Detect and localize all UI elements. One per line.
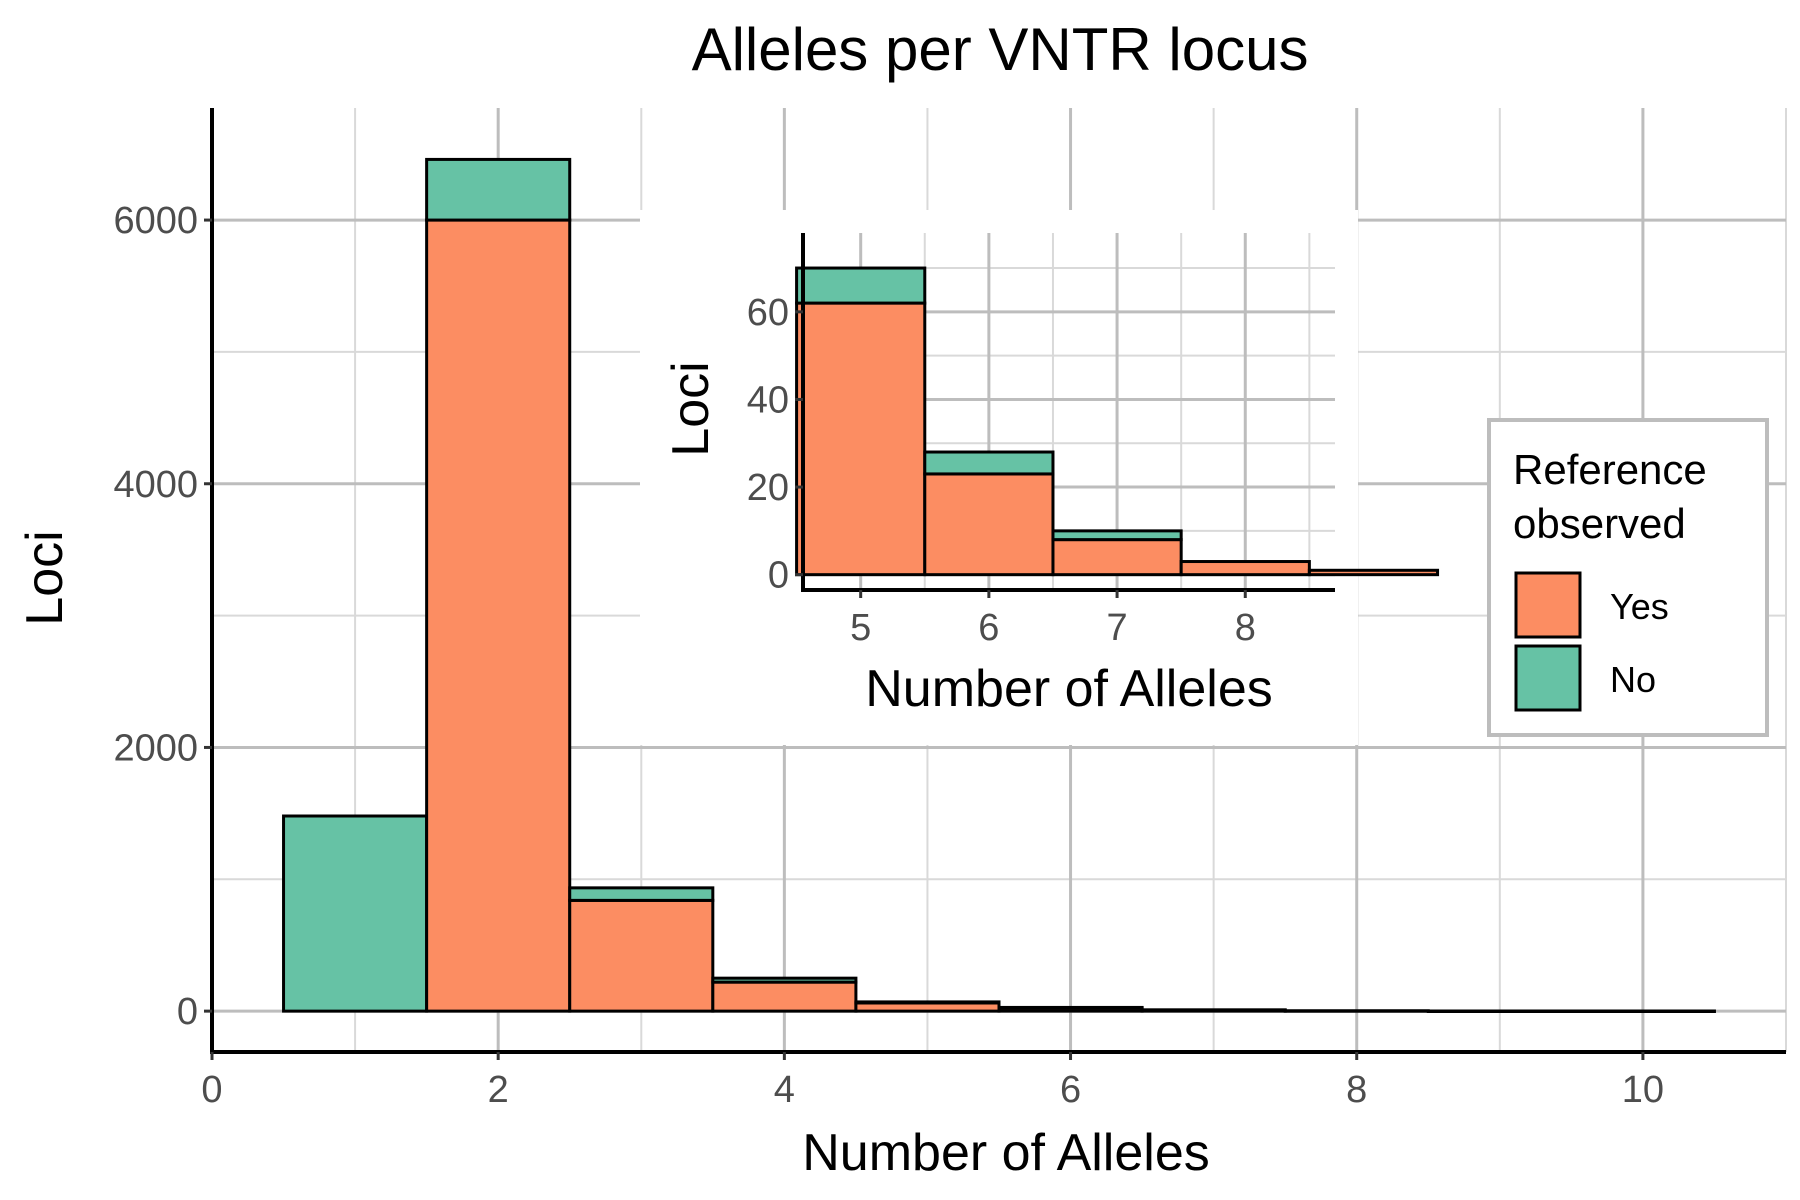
main-y-tick-label: 4000 <box>113 464 198 506</box>
inset-x-tick-label: 7 <box>1107 607 1128 649</box>
legend-title-line1: Reference <box>1513 446 1707 493</box>
main-bar-no-x5 <box>854 1000 1001 1005</box>
main-bar-yes-x3 <box>568 898 715 1013</box>
inset-y-tick-label: 0 <box>768 555 789 597</box>
inset-bar-yes-x7 <box>1051 538 1183 577</box>
inset-x-tick-label: 5 <box>850 607 871 649</box>
main-x-tick-label: 6 <box>1060 1069 1081 1111</box>
main-bars <box>282 157 1716 1013</box>
inset-bar-yes-x5 <box>795 301 927 577</box>
chart-title: Alleles per VNTR locus <box>692 16 1309 83</box>
inset-y-axis-title: Loci <box>662 361 720 456</box>
legend-label-no: No <box>1610 659 1656 700</box>
main-y-tick-label: 2000 <box>113 727 198 769</box>
main-bar-no-x3 <box>568 886 715 902</box>
main-x-tick-label: 4 <box>774 1069 795 1111</box>
inset-bars <box>795 266 1440 577</box>
inset-x-axis-title: Number of Alleles <box>865 660 1273 718</box>
legend-label-yes: Yes <box>1610 586 1669 627</box>
inset-axes: 5 6 7 8 0 20 40 60 <box>747 233 1335 649</box>
main-bar-yes-x8 <box>1283 1009 1430 1013</box>
main-axes: 0 2 4 6 8 10 0 2000 4000 6000 <box>113 108 1786 1111</box>
inset-bar-no-x7 <box>1051 529 1183 542</box>
main-y-axis-title: Loci <box>16 530 74 625</box>
main-bar-yes-x9 <box>1426 1009 1573 1013</box>
main-bar-no-x2 <box>425 157 572 222</box>
main-bar-no-x6 <box>997 1005 1144 1010</box>
main-x-tick-label: 10 <box>1622 1069 1664 1111</box>
legend: Reference observed Yes No <box>1487 418 1769 737</box>
inset-bar-no-x6 <box>923 450 1055 476</box>
inset-bar-no-x5 <box>795 266 927 305</box>
inset-bar-yes-x6 <box>923 472 1055 577</box>
main-bar-no-x4 <box>711 976 858 984</box>
main-x-tick-label: 0 <box>201 1069 222 1111</box>
legend-swatch-yes <box>1514 571 1582 639</box>
main-x-tick-label: 2 <box>488 1069 509 1111</box>
main-x-tick-label: 8 <box>1346 1069 1367 1111</box>
main-y-tick-label: 6000 <box>113 200 198 242</box>
main-bar-no-x1 <box>282 814 429 1013</box>
main-x-axis-title: Number of Alleles <box>802 1124 1210 1182</box>
legend-title-line2: observed <box>1513 500 1686 547</box>
inset-x-tick-label: 6 <box>978 607 999 649</box>
inset-bar-yes-x9 <box>1307 568 1440 577</box>
inset-y-tick-label: 40 <box>747 379 789 421</box>
inset-x-tick-label: 8 <box>1235 607 1256 649</box>
main-bar-yes-x4 <box>711 980 858 1013</box>
main-bar-yes-x10 <box>1569 1009 1716 1013</box>
inset-y-tick-label: 20 <box>747 467 789 509</box>
inset-y-tick-label: 60 <box>747 292 789 334</box>
main-bar-yes-x2 <box>425 218 572 1013</box>
main-bar-no-x7 <box>1140 1008 1287 1012</box>
main-y-tick-label: 0 <box>177 991 198 1033</box>
legend-swatch-no <box>1514 644 1582 712</box>
inset-bar-yes-x8 <box>1179 560 1311 577</box>
